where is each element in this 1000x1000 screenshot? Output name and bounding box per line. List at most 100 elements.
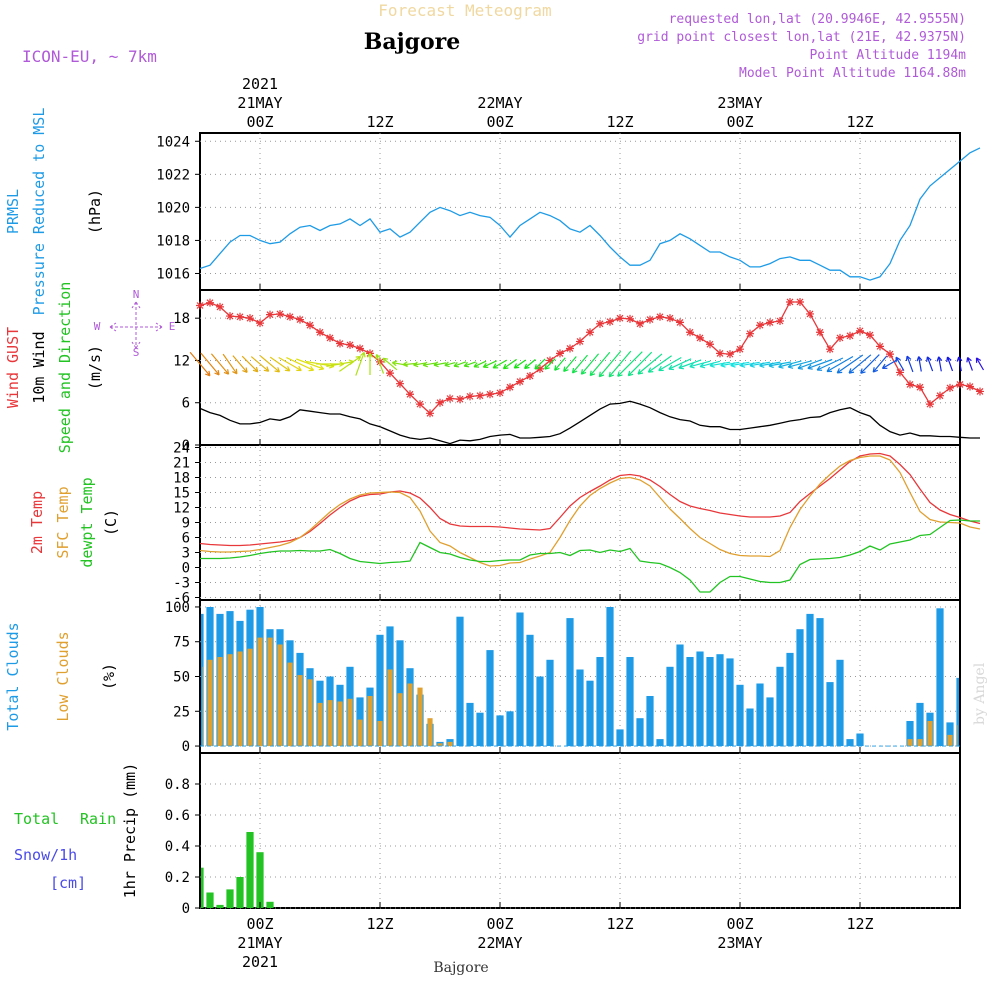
wind-direction-arrow [956, 356, 963, 372]
bottom-time-label: 00Z [246, 915, 273, 933]
total-cloud-bar [486, 650, 494, 747]
series-line [199, 301, 981, 415]
total-cloud-bar [936, 608, 944, 746]
y-tick-label: 6 [182, 531, 190, 547]
gust-marker [246, 314, 254, 323]
wind-direction-arrow [647, 355, 672, 373]
total-cloud-bar [536, 676, 544, 746]
gust-marker [436, 398, 444, 407]
gust-marker [676, 318, 684, 327]
gust-marker [876, 342, 884, 351]
precip-bar [246, 832, 254, 908]
panel-label: dewpt Temp [78, 477, 96, 567]
gust-marker [836, 333, 844, 342]
gust-marker [766, 318, 774, 327]
wind-direction-arrow [433, 361, 447, 368]
wind-direction-arrow [269, 356, 291, 372]
wind-direction-arrow [513, 359, 527, 369]
gust-marker [696, 333, 704, 342]
y-tick-label: 0.8 [165, 777, 190, 793]
precip-frame [199, 752, 961, 909]
low-cloud-bar [917, 739, 923, 747]
top-time-label: 12Z [606, 113, 633, 131]
watermark: by Angel [972, 662, 988, 725]
total-cloud-bar [696, 651, 704, 747]
top-time-label: 22MAY [477, 94, 522, 112]
top-time-label: 00Z [486, 113, 513, 131]
wind-direction-arrow [241, 355, 259, 373]
wind-direction-arrow [554, 357, 566, 371]
gust-marker [656, 312, 664, 321]
wind-direction-arrow [544, 358, 556, 370]
label-total: Total [14, 810, 59, 828]
precip-bar [236, 877, 244, 908]
gust-marker [546, 356, 554, 365]
series-line [199, 400, 980, 445]
wind-direction-arrow [598, 350, 622, 378]
gust-marker [776, 317, 784, 325]
gust-marker [976, 387, 984, 396]
wind-direction-arrow [589, 351, 611, 377]
total-cloud-bar [796, 629, 804, 746]
gust-marker [206, 298, 214, 307]
panel-label: 2m Temp [28, 491, 46, 554]
gust-marker [226, 312, 234, 321]
wind-direction-arrow [453, 361, 467, 368]
total-cloud-bar [856, 733, 864, 746]
gust-marker [856, 326, 864, 335]
compass-arrows [109, 301, 163, 349]
total-cloud-bar [526, 634, 534, 747]
wind-direction-arrow [563, 356, 577, 373]
total-cloud-bar [836, 659, 844, 746]
total-cloud-bar [736, 684, 744, 746]
total-cloud-bar [466, 702, 474, 746]
wind-direction-arrow [367, 352, 373, 375]
y-tick-label: 0.6 [165, 808, 190, 824]
total-cloud-bar [946, 722, 954, 746]
low-cloud-bar [317, 702, 323, 746]
gust-marker [406, 390, 414, 399]
low-cloud-bar [287, 662, 293, 747]
low-cloud-bar [207, 659, 213, 746]
gust-marker [636, 319, 644, 328]
gust-marker [466, 392, 474, 401]
bottom-time-label: 12Z [846, 915, 873, 933]
series-line [199, 452, 981, 547]
wind-direction-arrow [730, 361, 750, 368]
gust-marker [256, 319, 264, 328]
low-cloud-bar [377, 721, 383, 746]
gust-marker [966, 382, 974, 391]
model-label: ICON-EU, ~ 7km [22, 47, 157, 66]
wind-direction-arrow [826, 355, 854, 373]
gust-marker [886, 350, 894, 359]
gust-marker [196, 301, 204, 310]
y-tick-label: 12 [173, 501, 190, 517]
gust-marker [936, 391, 944, 400]
wind-direction-arrow [278, 356, 302, 372]
gust-marker [896, 368, 904, 377]
wind-direction-arrow [534, 358, 546, 370]
low-cloud-bar [257, 637, 263, 747]
gust-marker [726, 350, 734, 359]
gust-marker [586, 328, 594, 337]
wind-direction-arrow [355, 351, 366, 376]
gust-marker [486, 390, 494, 399]
total-cloud-bar [476, 712, 484, 747]
gust-marker [906, 380, 914, 389]
gust-marker [336, 339, 344, 348]
total-cloud-bar [846, 739, 854, 747]
gust-marker [416, 400, 424, 409]
total-cloud-bar [776, 666, 784, 747]
low-cloud-bar [397, 693, 403, 747]
low-cloud-bar [447, 741, 453, 747]
panel-label: (%) [100, 663, 118, 690]
low-cloud-bar [227, 654, 233, 746]
y-tick-label: 25 [173, 704, 190, 720]
pressure-frame [199, 132, 961, 291]
gust-marker [606, 317, 614, 326]
panel-label: PRMSL [4, 189, 22, 234]
location-title: Bajgore [364, 29, 460, 55]
y-tick-label: 6 [182, 396, 190, 412]
gust-marker [926, 400, 934, 409]
